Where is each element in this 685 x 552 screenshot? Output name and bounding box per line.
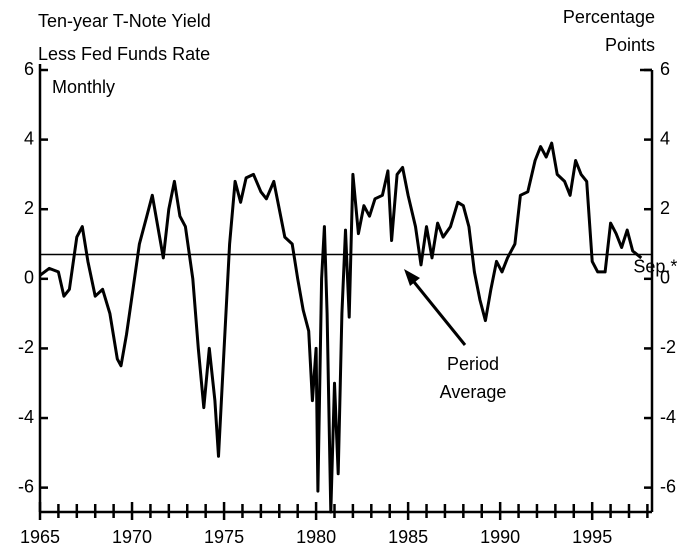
- chart-title-1: Ten-year T-Note Yield: [38, 11, 211, 31]
- end-label: Sep.*: [633, 257, 677, 277]
- y2-tick-label: 4: [660, 128, 670, 148]
- y2-label-2: Points: [605, 35, 655, 55]
- y2-tick-label: -6: [660, 476, 676, 496]
- y-tick-label: 6: [24, 59, 34, 79]
- x-tick-label: 1990: [480, 527, 520, 547]
- ref-label-1: Period: [447, 354, 499, 374]
- chart-title-2: Less Fed Funds Rate: [38, 44, 210, 64]
- x-tick-label: 1970: [112, 527, 152, 547]
- y2-tick-label: 0: [660, 268, 670, 288]
- ref-label-2: Average: [440, 382, 507, 402]
- y-tick-label: 4: [24, 128, 34, 148]
- x-tick-label: 1965: [20, 527, 60, 547]
- y2-label-1: Percentage: [563, 7, 655, 27]
- y2-tick-label: -4: [660, 407, 676, 427]
- arrow-head: [404, 269, 420, 286]
- x-tick-label: 1975: [204, 527, 244, 547]
- y-tick-label: 0: [24, 268, 34, 288]
- y-tick-label: -4: [18, 407, 34, 427]
- x-tick-label: 1985: [388, 527, 428, 547]
- x-tick-label: 1980: [296, 527, 336, 547]
- y-tick-label: -2: [18, 337, 34, 357]
- arrow-shaft: [408, 276, 467, 346]
- y-tick-label: -6: [18, 476, 34, 496]
- subtitle: Monthly: [52, 77, 115, 97]
- y2-tick-label: 2: [660, 198, 670, 218]
- y2-tick-label: 6: [660, 59, 670, 79]
- data-line: [39, 141, 643, 514]
- x-tick-label: 1995: [572, 527, 612, 547]
- y-tick-label: 2: [24, 198, 34, 218]
- y2-tick-label: -2: [660, 337, 676, 357]
